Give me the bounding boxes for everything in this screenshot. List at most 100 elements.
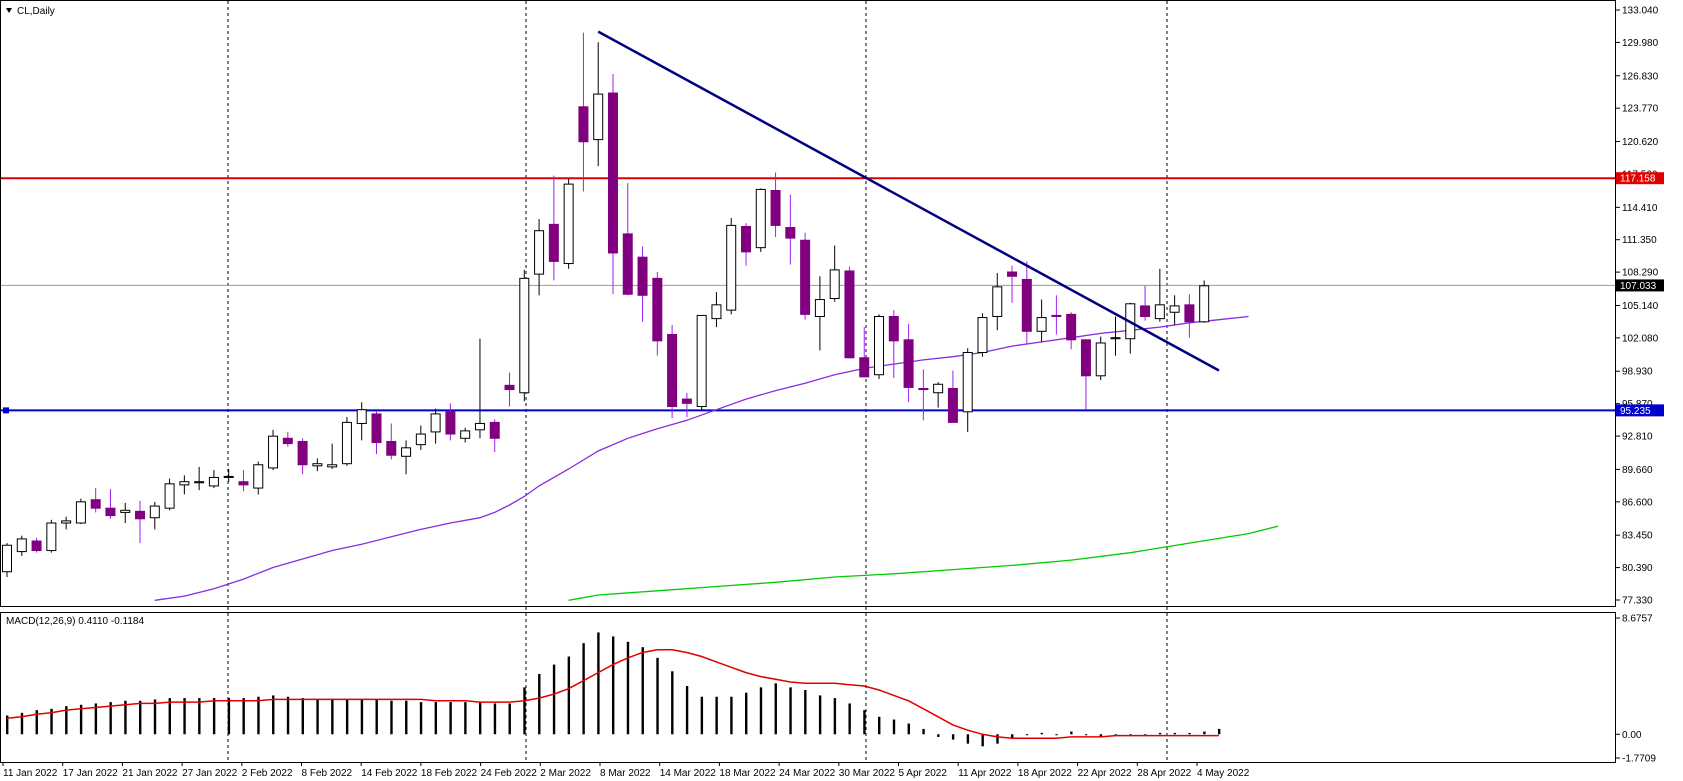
x-tick-label: 2 Feb 2022: [242, 768, 293, 779]
x-tick-label: 8 Mar 2022: [600, 768, 651, 779]
candle-body: [356, 409, 367, 424]
resistance-price-label: 117.158: [1620, 174, 1656, 185]
candle: [194, 466, 205, 491]
macd-bar: [966, 734, 970, 744]
candle-body: [149, 505, 160, 519]
x-tick-label: 11 Apr 2022: [958, 768, 1012, 779]
macd-bar: [848, 703, 851, 735]
macd-bar: [464, 702, 467, 735]
x-tick-label: 18 Feb 2022: [421, 768, 478, 779]
x-tick-label: 22 Apr 2022: [1078, 768, 1132, 779]
macd-bar: [981, 734, 984, 747]
candle-body: [844, 270, 855, 359]
candle-body: [888, 315, 899, 342]
x-tick-label: 18 Apr 2022: [1018, 768, 1072, 779]
macd-bar: [20, 712, 24, 735]
candle: [238, 470, 249, 492]
candle: [282, 431, 293, 447]
candle-body: [622, 233, 633, 295]
macd-bar: [6, 715, 9, 735]
candle: [430, 408, 441, 444]
macd-bar: [523, 687, 526, 735]
candle: [933, 382, 944, 408]
panel-title: CL,Daily: [17, 6, 55, 17]
candle: [548, 175, 559, 281]
macd-bar: [922, 728, 925, 735]
macd-bar: [168, 698, 171, 735]
candle: [637, 246, 648, 322]
candle: [947, 370, 958, 423]
support-price-label-box: [1616, 404, 1664, 417]
candle-body: [135, 510, 146, 520]
candle: [1140, 285, 1151, 321]
candle-body: [977, 317, 988, 353]
y-tick-label: 89.660: [1622, 465, 1653, 476]
y-tick-label: 111.350: [1622, 235, 1657, 246]
candle: [741, 223, 751, 266]
macd-bar: [582, 643, 585, 735]
candle: [31, 537, 42, 553]
macd-bar: [730, 696, 733, 735]
macd-bar: [1203, 731, 1206, 735]
candle-body: [962, 351, 973, 413]
candle-body: [46, 522, 57, 552]
candle-body: [578, 106, 589, 143]
x-tick-label: 5 Apr 2022: [899, 768, 948, 779]
y-tick-label: 92.810: [1622, 432, 1653, 443]
macd-bar: [79, 704, 83, 735]
macd-bar: [345, 699, 349, 735]
candle: [445, 403, 456, 441]
candle-body: [741, 225, 751, 253]
macd-bar: [124, 700, 127, 735]
candle: [1154, 268, 1165, 322]
y-tick-label: 105.140: [1622, 301, 1659, 312]
candle: [415, 425, 426, 450]
candle: [1066, 312, 1077, 350]
candle: [785, 194, 796, 265]
candle: [711, 292, 722, 328]
macd-bar: [1070, 731, 1073, 735]
macd-bar: [1173, 732, 1177, 735]
macd-bar: [833, 698, 837, 735]
macd-bar: [257, 696, 260, 735]
macd-bar: [94, 703, 98, 735]
candle: [652, 272, 663, 356]
candle-body: [1095, 342, 1106, 377]
candle: [1184, 294, 1195, 338]
main-panel-frame: [0, 0, 1616, 607]
candle-body: [681, 398, 692, 404]
candle: [268, 429, 279, 471]
macd-bar: [139, 700, 142, 735]
macd-bar: [951, 734, 955, 740]
candle: [888, 310, 899, 378]
y-tick-label: 108.290: [1622, 268, 1659, 279]
candle-body: [253, 464, 264, 489]
candle: [1036, 299, 1047, 342]
macd-bar: [478, 702, 482, 735]
y-tick-label: 86.600: [1622, 497, 1653, 508]
candle-body: [445, 411, 456, 435]
macd-bar: [331, 699, 334, 735]
candle-body: [1169, 305, 1180, 313]
candle: [120, 502, 131, 524]
candle: [341, 417, 352, 466]
candle-body: [268, 435, 279, 469]
candle-body: [2, 544, 12, 573]
macd-bar: [434, 702, 438, 735]
macd-bar: [937, 734, 940, 737]
candle: [696, 314, 707, 411]
candle: [297, 438, 308, 475]
candle-body: [829, 269, 840, 299]
candle: [179, 475, 190, 495]
support-price-label: 95.235: [1620, 406, 1651, 417]
candle-body: [415, 433, 426, 446]
candle-body: [1154, 304, 1165, 320]
macd-bar: [1217, 728, 1221, 735]
x-tick-label: 24 Feb 2022: [481, 768, 538, 779]
macd-bar: [419, 702, 423, 735]
candle-body: [903, 339, 914, 388]
macd-bar: [759, 687, 763, 735]
chevron-down-icon[interactable]: [6, 8, 12, 13]
macd-bar: [789, 687, 792, 735]
x-tick-label: 27 Jan 2022: [182, 768, 237, 779]
